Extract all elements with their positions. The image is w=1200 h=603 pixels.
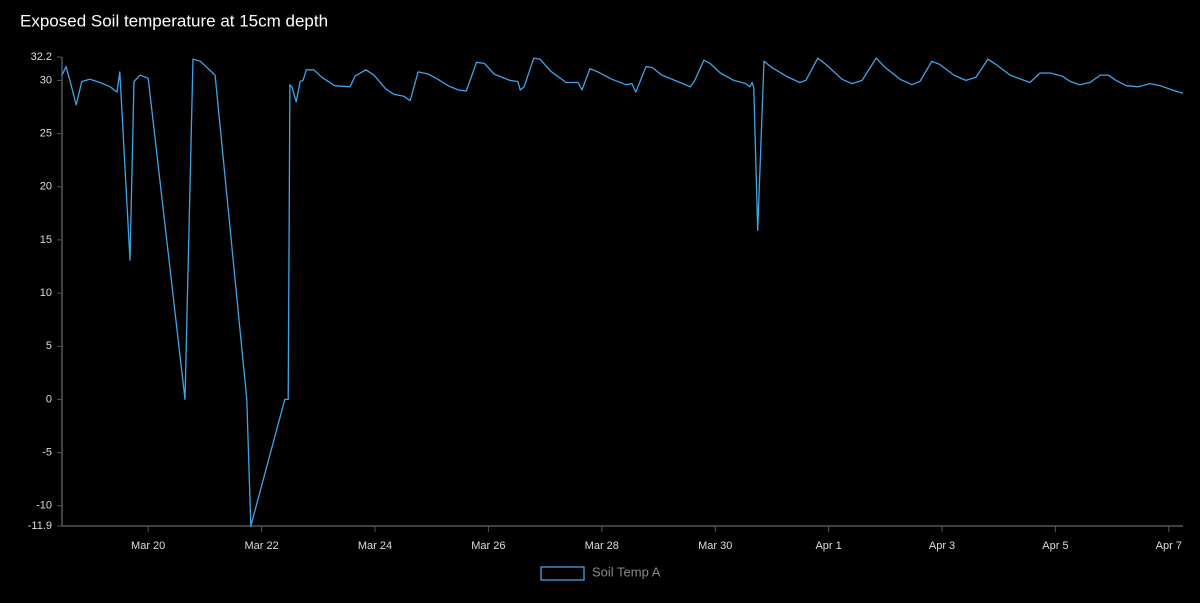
y-tick-label: 25 — [40, 127, 52, 139]
x-tick-label: Mar 20 — [131, 540, 165, 552]
y-tick-label: -10 — [36, 500, 52, 512]
x-tick-label: Mar 30 — [698, 540, 732, 552]
x-tick-label: Mar 22 — [244, 540, 278, 552]
x-tick-label: Mar 24 — [358, 540, 392, 552]
y-tick-label: 5 — [46, 340, 52, 352]
legend-swatch — [540, 566, 585, 581]
x-tick-label: Apr 1 — [815, 540, 841, 552]
y-tick-label: 15 — [40, 234, 52, 246]
y-tick-label: 30 — [40, 74, 52, 86]
y-tick-label: 20 — [40, 181, 52, 193]
x-tick-label: Mar 28 — [585, 540, 619, 552]
y-tick-label: -11.9 — [28, 520, 52, 532]
x-tick-label: Mar 26 — [471, 540, 505, 552]
data-line — [61, 57, 1184, 527]
y-tick-label: 32.2 — [31, 51, 52, 63]
y-tick-label: -5 — [42, 447, 52, 459]
legend-label: Soil Temp A — [592, 564, 661, 579]
x-tick-label: Apr 3 — [929, 540, 955, 552]
chart-title: Exposed Soil temperature at 15cm depth — [20, 11, 328, 30]
x-tick-label: Apr 7 — [1156, 540, 1182, 552]
x-tick-label: Apr 5 — [1042, 540, 1068, 552]
y-tick-label: 10 — [40, 287, 52, 299]
y-tick-label: 0 — [46, 393, 52, 405]
